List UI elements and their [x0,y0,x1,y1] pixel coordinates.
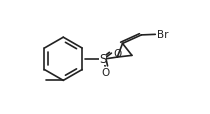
Text: O: O [113,48,121,58]
Text: O: O [101,68,109,78]
Text: Br: Br [157,30,168,40]
Text: S: S [99,53,106,66]
